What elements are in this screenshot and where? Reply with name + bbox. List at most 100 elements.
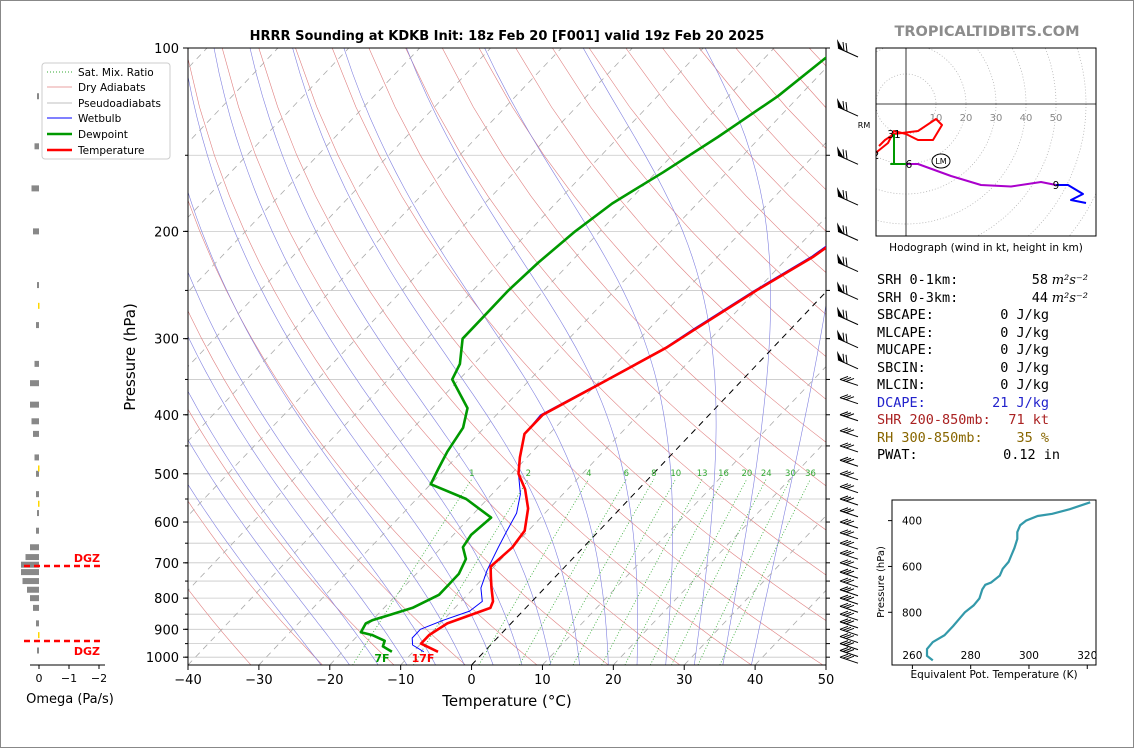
- isotherm: [188, 48, 420, 293]
- isotherm: [329, 142, 826, 665]
- omega-bar-positive: [38, 465, 40, 472]
- wind-barb: [839, 427, 859, 438]
- wind-barb: [839, 559, 859, 570]
- omega-axis-label: Omega (Pa/s): [26, 692, 114, 707]
- mixing-ratio-line: [548, 478, 655, 665]
- mixing-ratio-label: 4: [586, 469, 591, 479]
- hodograph-height-label: 31: [887, 129, 900, 141]
- wind-barb: [839, 549, 859, 560]
- index-row: RH 300-850mb: 35 %: [877, 430, 1092, 448]
- y-tick-label: 400: [154, 409, 179, 424]
- omega-bar-positive: [38, 632, 40, 639]
- index-value: 0 J/kg: [1000, 377, 1049, 393]
- pseudoadiabat: [484, 48, 673, 665]
- theta-e-y-label: Pressure (hPa): [876, 546, 887, 618]
- omega-bar: [30, 401, 39, 408]
- wind-barb: [839, 594, 859, 605]
- dry-adiabat: [188, 500, 323, 665]
- hodograph-lm-marker: [931, 153, 951, 169]
- dry-adiabat: [188, 310, 466, 665]
- x-tick-label: −20: [316, 673, 343, 688]
- omega-bar-positive: [38, 302, 40, 309]
- y-tick-label: 700: [154, 557, 179, 572]
- theta-e-frame: [891, 499, 1097, 666]
- index-row: MLCIN: 0 J/kg: [877, 377, 1092, 395]
- dry-adiabat: [188, 57, 609, 665]
- omega-bar: [37, 647, 39, 654]
- index-row: SBCIN: 0 J/kg: [877, 360, 1092, 378]
- index-value: 0 J/kg: [1000, 342, 1049, 358]
- index-label: DCAPE:: [877, 394, 926, 411]
- pseudoadiabat: [406, 48, 638, 665]
- x-tick-label: 50: [818, 673, 835, 688]
- x-tick-label: 0: [467, 673, 475, 688]
- surface-dewpoint-label: 7F: [374, 652, 389, 665]
- omega-bar: [25, 554, 39, 561]
- dry-adiabat: [478, 48, 826, 443]
- omega-bar: [34, 143, 39, 150]
- isotherm: [188, 48, 491, 368]
- dry-adiabat: [552, 48, 826, 358]
- theta-e-profile: [925, 501, 1091, 662]
- index-value: 21 J/kg: [992, 394, 1049, 411]
- dry-adiabat: [188, 588, 252, 665]
- index-label: MLCIN:: [877, 377, 926, 393]
- mixing-ratio-label: 16: [718, 469, 729, 479]
- wind-barbs: [837, 39, 859, 664]
- wind-barb: [837, 187, 859, 206]
- index-label: PWAT:: [877, 447, 918, 463]
- omega-bar-positive: [38, 500, 40, 507]
- wind-barb: [837, 350, 859, 370]
- index-row: DCAPE: 21 J/kg: [877, 395, 1092, 413]
- pseudoadiabat: [188, 75, 494, 665]
- hodograph-ring-label: 20: [960, 113, 973, 124]
- index-row: PWAT: 0.12 in: [877, 447, 1092, 465]
- wind-barb: [837, 98, 859, 117]
- pseudoadiabat: [188, 191, 465, 665]
- isotherm: [188, 48, 350, 218]
- dry-adiabat: [442, 48, 826, 487]
- mixing-ratio-label: 20: [741, 469, 752, 479]
- hodograph-height-label: 2: [873, 150, 880, 162]
- hodograph-lm-label: LM: [935, 157, 946, 166]
- hodograph-height-label: 6: [906, 159, 913, 171]
- mixing-ratio-label: 2: [526, 469, 531, 479]
- y-tick-label: 300: [154, 333, 179, 348]
- dewpoint-profile: [359, 55, 826, 653]
- index-value: 0.12 in: [1003, 447, 1060, 463]
- omega-panel: DGZ DGZ 0 −1 −2 Omega (Pa/s): [21, 93, 114, 707]
- pseudoadiabat: [582, 48, 717, 665]
- wind-barb: [837, 146, 859, 165]
- hodograph-ring-label: 30: [990, 113, 1003, 124]
- y-tick-label: 200: [154, 225, 179, 240]
- legend-dry-adiabats: Dry Adiabats: [78, 82, 146, 94]
- index-value: 71 kt: [1008, 412, 1049, 428]
- wind-barb: [839, 495, 859, 506]
- wind-barb: [839, 568, 859, 579]
- isotherm: [188, 48, 704, 591]
- y-axis-label: Pressure (hPa): [121, 303, 139, 411]
- omega-bar: [34, 454, 39, 461]
- theta-e-y-tick: 800: [902, 607, 922, 619]
- dry-adiabat: [515, 48, 826, 400]
- index-value: 35 %: [1016, 429, 1049, 446]
- wind-barb: [839, 653, 859, 664]
- omega-bar: [36, 527, 39, 534]
- omega-bar: [31, 185, 39, 192]
- omega-bar: [30, 380, 39, 387]
- skew-t-frame: [187, 47, 827, 666]
- wind-barb: [839, 602, 859, 613]
- wind-barb: [839, 442, 859, 453]
- chart-title: HRRR Sounding at KDKB Init: 18z Feb 20 […: [250, 29, 765, 44]
- hodograph-frame: [875, 47, 1097, 237]
- index-label: MUCAPE:: [877, 342, 934, 358]
- legend-wetbulb: Wetbulb: [78, 113, 122, 125]
- index-label: SHR 200-850mb:: [877, 412, 991, 428]
- y-tick-label: 600: [154, 516, 179, 531]
- pseudoadiabat: [751, 302, 826, 665]
- mixing-ratio-label: 24: [761, 469, 772, 479]
- pseudoadiabat: [704, 48, 771, 665]
- legend-pseudoadiabats: Pseudoadiabats: [78, 98, 161, 110]
- x-axis-label: Temperature (°C): [441, 692, 571, 710]
- dry-adiabat: [368, 48, 826, 576]
